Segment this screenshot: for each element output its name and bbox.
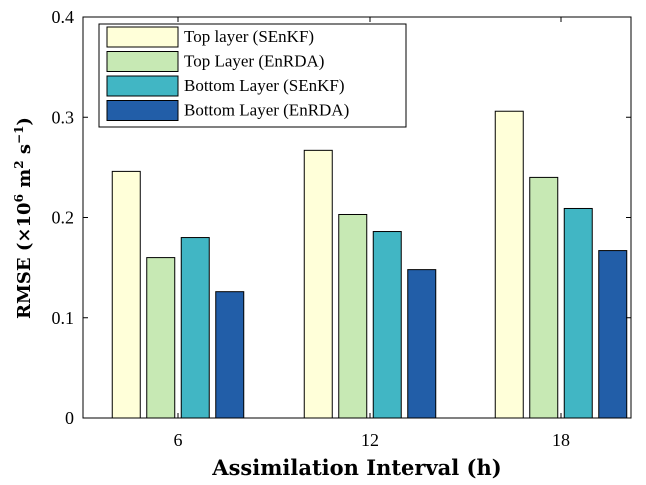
legend-label: Bottom Layer (EnRDA) <box>184 101 349 120</box>
x-tick-label: 12 <box>361 430 379 450</box>
x-tick-label: 6 <box>174 430 183 450</box>
bar-12-series-4 <box>407 269 437 419</box>
bar-18-series-4 <box>598 250 628 419</box>
y-tick-label: 0 <box>65 408 74 428</box>
legend-label: Bottom Layer (SEnKF) <box>184 76 345 95</box>
legend-swatch <box>106 26 179 48</box>
legend-label: Top layer (SEnKF) <box>184 27 314 46</box>
y-axis-label: RMSE (×106 m2 s−1) <box>12 117 35 319</box>
y-tick-label: 0.1 <box>52 308 75 328</box>
bar-12-series-2 <box>338 213 368 419</box>
bar-18-series-2 <box>529 176 559 419</box>
legend: Top layer (SEnKF) Top Layer (EnRDA) Bottom… <box>98 23 407 128</box>
bar-6-series-1 <box>111 170 141 419</box>
x-tick-label: 18 <box>552 430 570 450</box>
bar-6-series-2 <box>146 257 176 419</box>
legend-label: Top Layer (EnRDA) <box>184 52 324 71</box>
bar-6-series-4 <box>215 291 245 419</box>
bar-6-series-3 <box>180 237 210 419</box>
legend-swatch <box>106 100 179 121</box>
bar-12-series-3 <box>372 231 402 419</box>
bar-12-series-1 <box>303 149 333 419</box>
legend-swatch <box>106 75 179 97</box>
y-tick-label: 0.2 <box>52 208 75 228</box>
bars-group <box>111 110 628 419</box>
x-axis-label: Assimilation Interval (h) <box>211 455 501 480</box>
y-tick-label: 0.3 <box>52 107 75 127</box>
bar-18-series-1 <box>494 110 524 419</box>
legend-swatch <box>106 51 179 72</box>
y-axis: 0 0.1 0.2 0.3 0.4 <box>52 7 631 428</box>
bar-18-series-3 <box>563 207 593 419</box>
y-tick-label: 0.4 <box>52 7 75 27</box>
x-axis: 6 12 18 <box>174 17 570 450</box>
